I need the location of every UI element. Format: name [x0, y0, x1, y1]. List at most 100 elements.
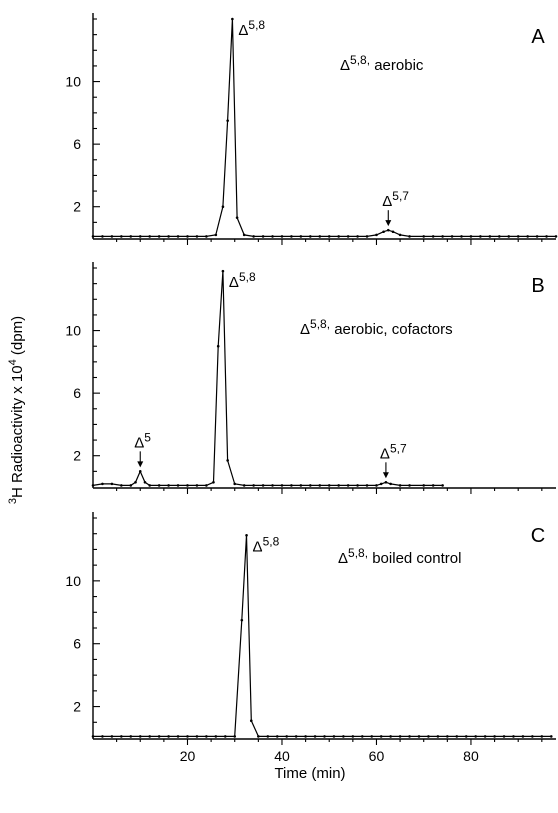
- condition-label: Δ5,8, boiled control: [338, 546, 461, 567]
- data-point: [167, 735, 170, 738]
- data-point: [323, 735, 326, 738]
- data-point: [502, 735, 506, 738]
- data-point: [138, 735, 142, 738]
- data-point: [134, 481, 137, 484]
- data-point: [408, 484, 411, 487]
- data-point: [507, 235, 511, 238]
- data-point: [512, 735, 515, 738]
- series-line: [93, 18, 556, 237]
- panel-letter: B: [531, 275, 544, 297]
- data-point: [235, 216, 239, 219]
- data-point: [408, 235, 411, 238]
- y-tick-label: 2: [73, 699, 81, 715]
- data-point: [261, 235, 265, 238]
- data-point: [138, 470, 142, 473]
- data-point: [249, 719, 253, 723]
- data-point: [195, 484, 199, 487]
- data-point: [360, 735, 364, 738]
- data-point: [417, 735, 421, 738]
- panel-letter: A: [531, 26, 545, 48]
- data-point: [309, 235, 312, 238]
- data-point: [398, 735, 402, 738]
- y-tick-label: 2: [73, 448, 81, 464]
- data-point: [176, 484, 180, 487]
- data-point: [545, 235, 548, 238]
- data-point: [474, 735, 477, 738]
- data-point: [242, 484, 246, 487]
- data-point: [535, 235, 539, 238]
- data-point: [120, 235, 123, 238]
- data-point: [245, 533, 248, 537]
- data-point: [455, 735, 459, 738]
- data-point: [129, 235, 133, 238]
- data-point: [205, 235, 208, 238]
- x-tick-label: 40: [274, 748, 290, 764]
- x-tick-label: 20: [180, 748, 196, 764]
- y-tick-label: 10: [65, 74, 81, 90]
- data-point: [110, 235, 114, 238]
- data-point: [221, 205, 225, 209]
- data-point: [422, 235, 426, 238]
- data-point: [365, 235, 369, 238]
- peak-label-5-8: Δ5,8: [253, 534, 280, 555]
- arrow-head: [137, 461, 144, 468]
- data-point: [554, 235, 558, 238]
- data-point: [549, 735, 553, 738]
- data-point: [469, 235, 473, 238]
- data-point: [195, 235, 199, 238]
- data-point: [186, 735, 189, 738]
- data-point: [356, 235, 359, 238]
- data-point: [271, 484, 274, 487]
- data-point: [441, 484, 444, 487]
- data-point: [91, 735, 95, 738]
- data-point: [280, 235, 284, 238]
- data-point: [129, 484, 133, 487]
- data-point: [521, 735, 525, 738]
- data-point: [391, 230, 395, 234]
- condition-label: Δ5,8, aerobic: [340, 53, 424, 74]
- data-point: [431, 484, 435, 487]
- data-point: [110, 482, 114, 486]
- data-point: [398, 233, 402, 237]
- data-point: [441, 235, 444, 238]
- peak-label-5: Δ5: [134, 430, 151, 451]
- data-point: [148, 484, 151, 487]
- peak-label-5-7: Δ5,7: [380, 441, 407, 462]
- data-point: [346, 484, 350, 487]
- data-point: [304, 735, 307, 738]
- data-point: [157, 235, 161, 238]
- data-point: [431, 235, 435, 238]
- data-point: [275, 735, 279, 738]
- y-tick-label: 6: [73, 136, 81, 152]
- data-point: [290, 235, 293, 238]
- data-point: [422, 484, 426, 487]
- y-tick-label: 10: [65, 573, 81, 589]
- data-point: [195, 735, 199, 738]
- panel-letter: C: [531, 525, 545, 547]
- data-point: [516, 235, 520, 238]
- panel-c: 2 6 10 20 40 60 80 Δ5,8 Δ5,8, boiled control C: [65, 512, 556, 764]
- data-point: [531, 735, 534, 738]
- panel-a: 2 6 10 Δ5,8 Δ5,7 Δ5,8, aerobic A: [65, 13, 558, 245]
- data-point: [389, 735, 392, 738]
- data-point: [365, 484, 369, 487]
- data-point: [290, 484, 293, 487]
- data-point: [110, 735, 114, 738]
- data-point: [221, 269, 225, 273]
- data-point: [436, 735, 440, 738]
- data-point: [101, 482, 104, 486]
- y-tick-label: 6: [73, 636, 81, 652]
- data-point: [271, 235, 274, 238]
- condition-label: Δ5,8, aerobic, cofactors: [300, 317, 453, 338]
- y-tick-label: 10: [65, 323, 81, 339]
- data-point: [226, 119, 229, 122]
- data-point: [205, 484, 208, 487]
- data-point: [280, 484, 284, 487]
- data-point: [342, 735, 345, 738]
- data-point: [379, 482, 383, 486]
- data-point: [120, 735, 123, 738]
- data-point: [327, 235, 331, 238]
- data-point: [493, 735, 496, 738]
- data-point: [446, 735, 449, 738]
